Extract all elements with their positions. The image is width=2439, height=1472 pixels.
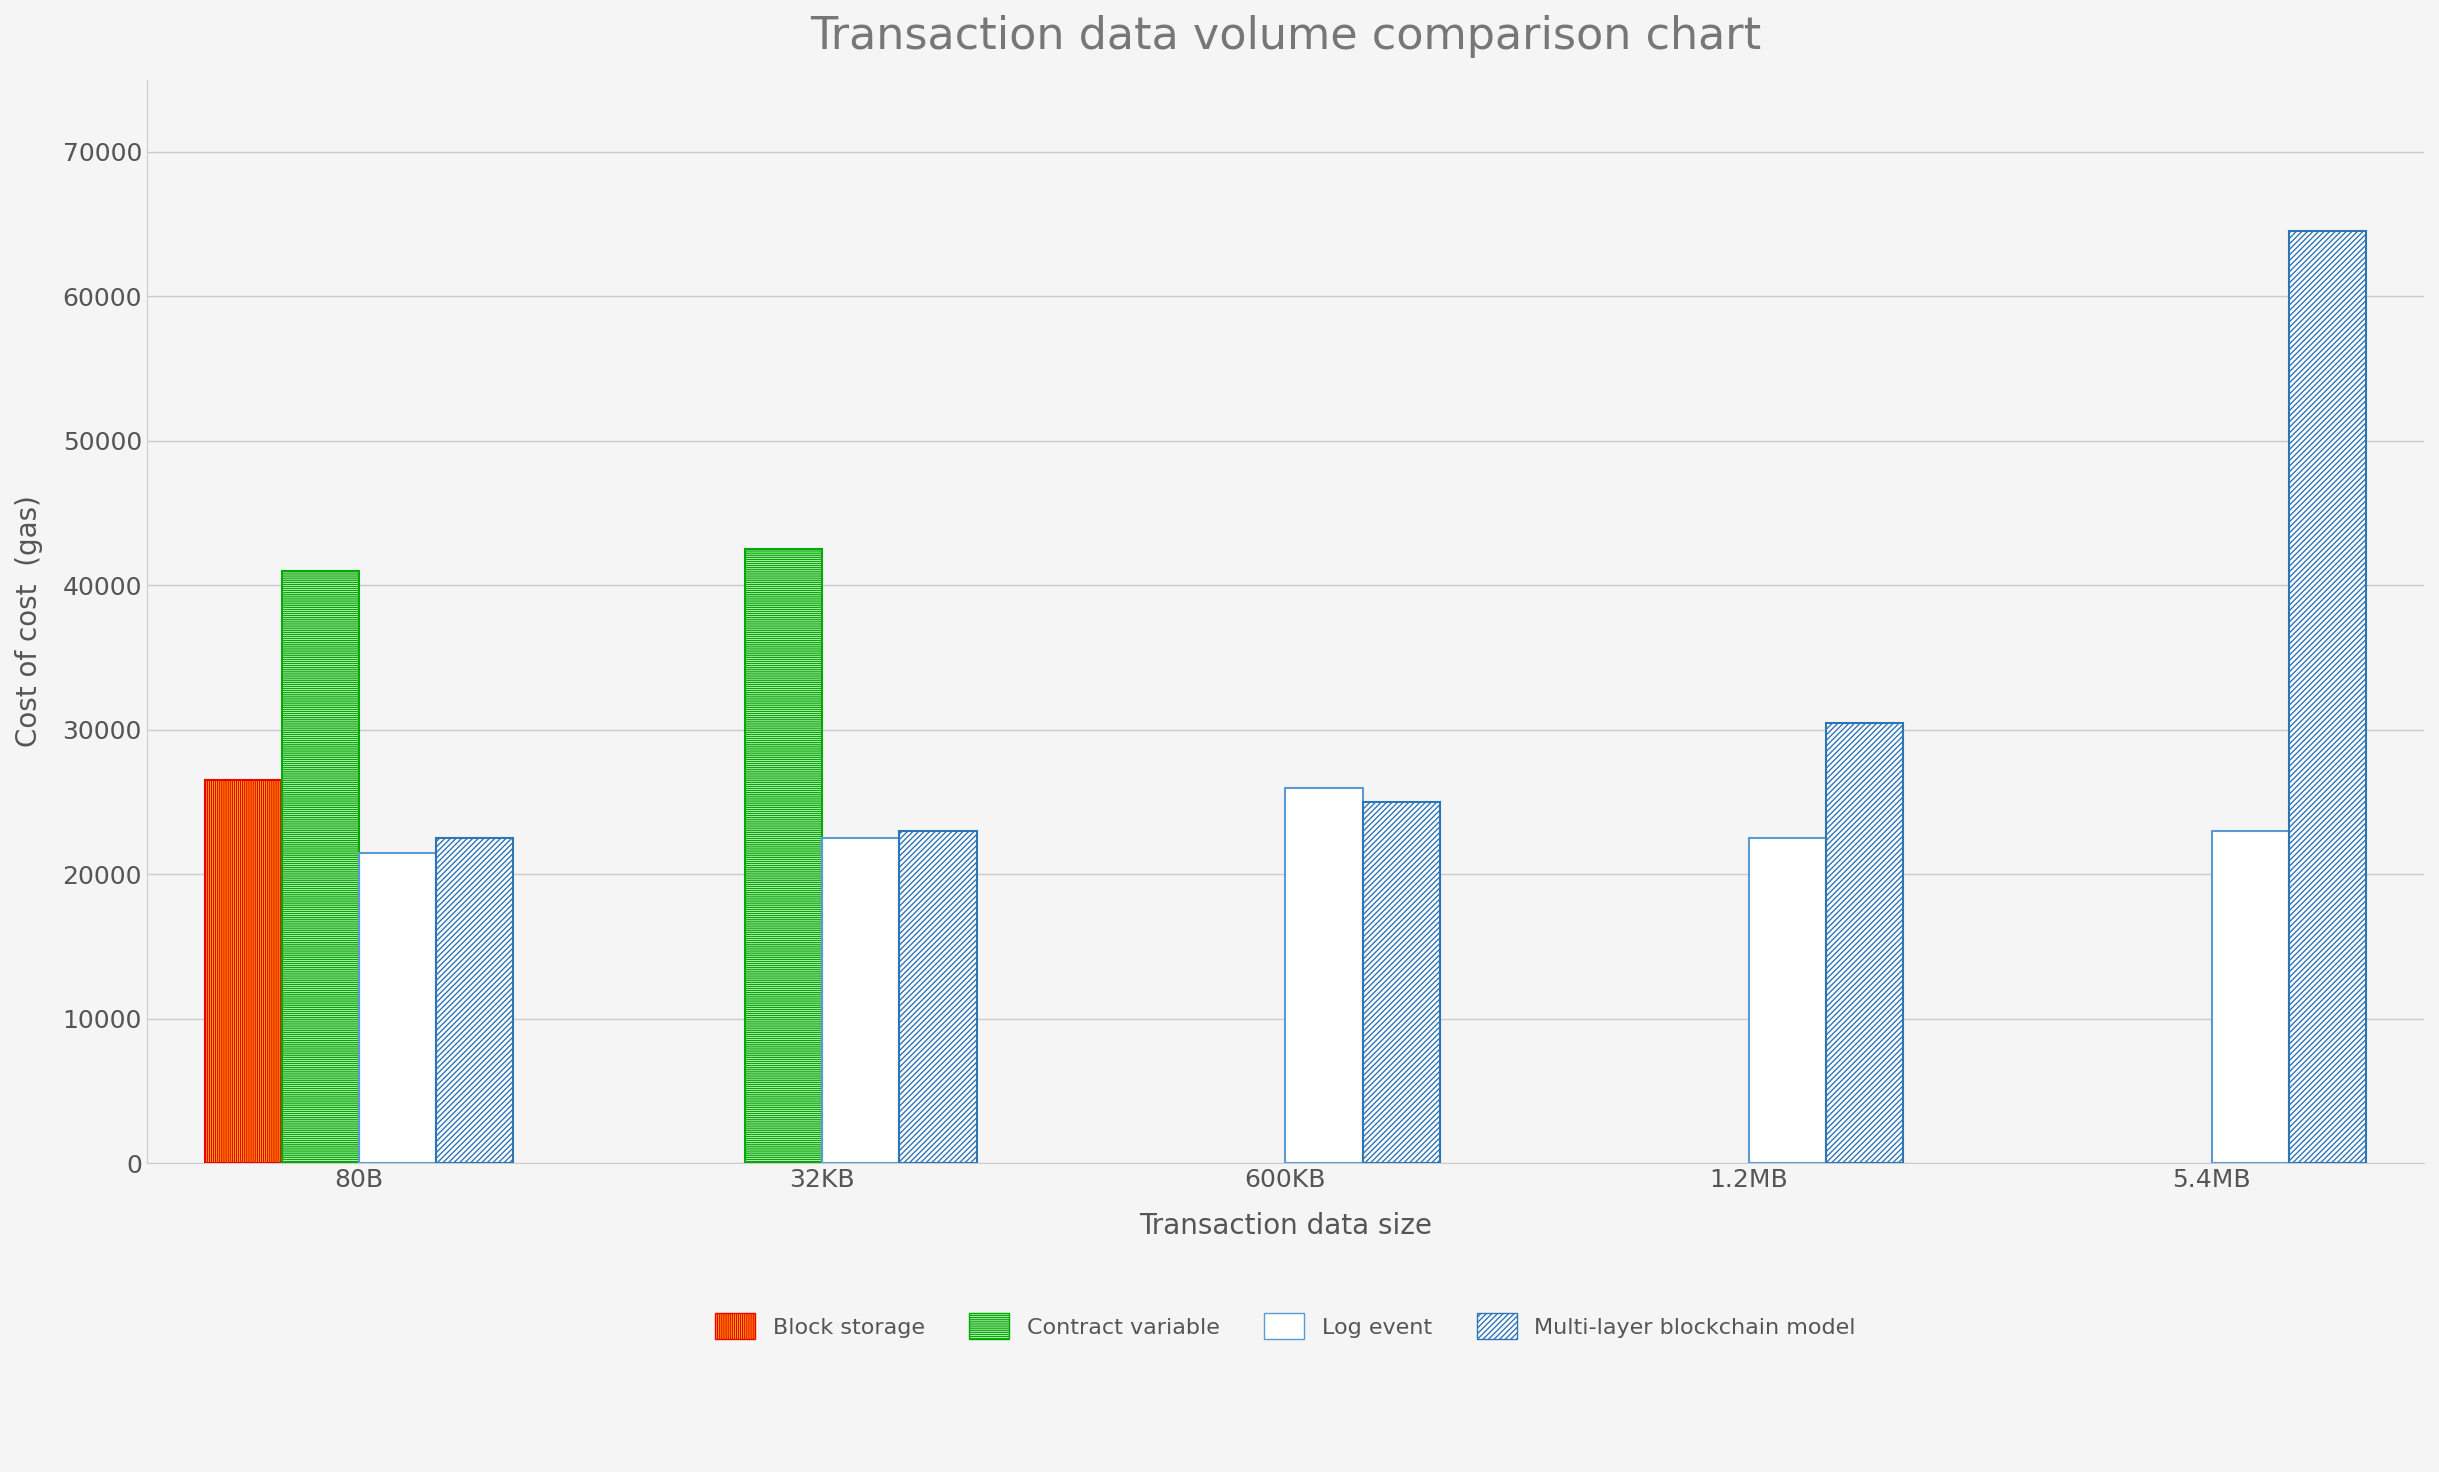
Bar <box>2212 832 2288 1163</box>
Bar <box>744 549 822 1163</box>
Bar <box>1749 838 1827 1163</box>
Bar <box>1285 788 1363 1163</box>
Bar <box>437 838 515 1163</box>
Bar <box>283 571 359 1163</box>
Bar <box>900 832 976 1163</box>
Bar <box>283 571 359 1163</box>
Y-axis label: Cost of cost  (gas): Cost of cost (gas) <box>15 496 44 748</box>
Bar <box>1749 838 1827 1163</box>
Legend: Block storage, Contract variable, Log event, Multi-layer blockchain model: Block storage, Contract variable, Log ev… <box>705 1304 1866 1348</box>
Bar <box>900 832 976 1163</box>
Bar <box>1285 788 1363 1163</box>
Bar <box>2288 231 2366 1163</box>
Bar <box>1363 802 1439 1163</box>
Bar <box>2212 832 2288 1163</box>
X-axis label: Transaction data size: Transaction data size <box>1139 1211 1432 1239</box>
Bar <box>822 838 900 1163</box>
Bar <box>744 549 822 1163</box>
Bar <box>1363 802 1439 1163</box>
Title: Transaction data volume comparison chart: Transaction data volume comparison chart <box>810 15 1761 57</box>
Bar <box>359 852 437 1163</box>
Bar <box>1827 723 1902 1163</box>
Bar <box>205 780 283 1163</box>
Bar <box>822 838 900 1163</box>
Bar <box>1827 723 1902 1163</box>
Bar <box>2288 231 2366 1163</box>
Bar <box>437 838 515 1163</box>
Bar <box>359 852 437 1163</box>
Bar <box>205 780 283 1163</box>
